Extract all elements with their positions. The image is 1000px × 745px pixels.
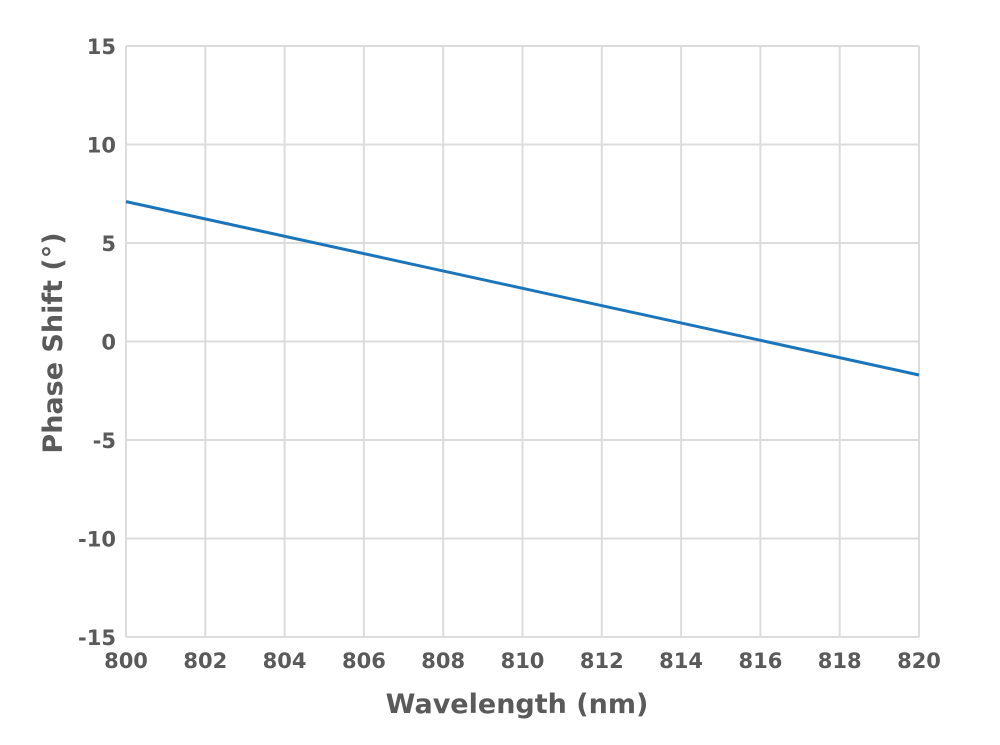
- y-tick-labels: 15 10 5 0 -5 -10 -15: [78, 35, 116, 650]
- x-tick-label: 800: [104, 649, 148, 673]
- x-tick-label: 808: [421, 649, 465, 673]
- x-tick-label: 814: [659, 649, 703, 673]
- x-tick-label: 816: [738, 649, 782, 673]
- y-tick-label: -5: [93, 429, 116, 453]
- series-layer: [125, 200, 920, 377]
- y-axis-title: Phase Shift (°): [38, 232, 69, 453]
- x-tick-labels: 800 802 804 806 808 810 812 814 816 818 820: [104, 649, 941, 673]
- x-tick-label: 804: [263, 649, 307, 673]
- x-tick-label: 810: [501, 649, 545, 673]
- y-tick-label: -10: [78, 528, 116, 552]
- series-line-0: [125, 200, 920, 377]
- grid: [125, 45, 920, 638]
- x-tick-label: 820: [897, 649, 941, 673]
- x-tick-label: 818: [818, 649, 862, 673]
- x-tick-label: 812: [580, 649, 624, 673]
- x-tick-label: 806: [342, 649, 386, 673]
- x-tick-label: 802: [183, 649, 227, 673]
- y-tick-label: -15: [78, 626, 116, 650]
- y-tick-label: 15: [87, 35, 116, 59]
- y-tick-label: 0: [101, 331, 116, 355]
- y-tick-label: 5: [101, 232, 116, 256]
- y-tick-label: 10: [87, 134, 116, 158]
- x-axis-title: Wavelength (nm): [386, 689, 649, 720]
